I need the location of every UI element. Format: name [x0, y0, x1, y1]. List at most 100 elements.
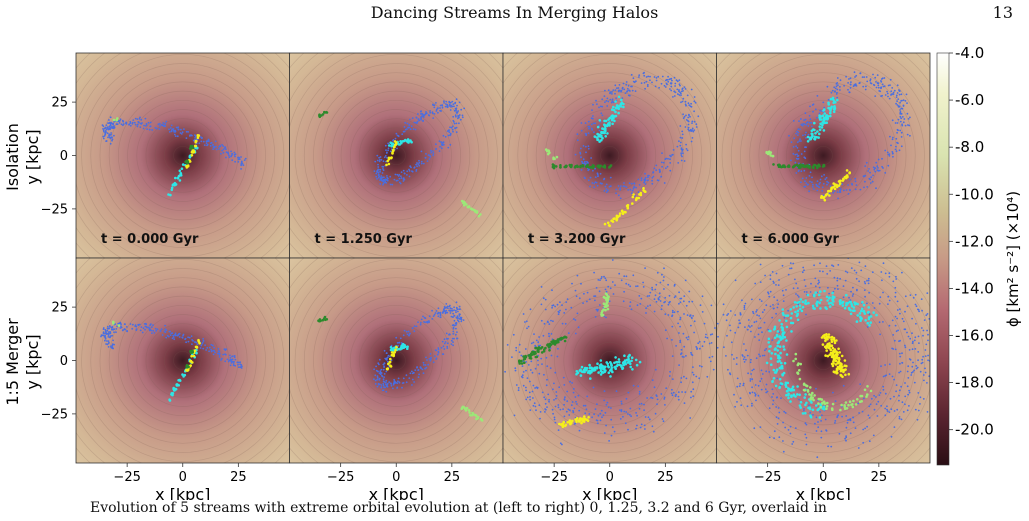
stream-particle [624, 359, 627, 363]
stream-particle [800, 123, 803, 126]
stream-particle [926, 411, 929, 413]
stream-particle [900, 385, 902, 388]
stream-particle [651, 288, 654, 291]
stream-particle [866, 385, 869, 388]
stream-particle [854, 84, 857, 87]
potential-contour [740, 72, 907, 239]
stream-particle [827, 101, 830, 105]
colorbar-tick-label: -14.0 [955, 279, 994, 297]
stream-particle [809, 180, 811, 183]
stream-particle [386, 175, 388, 177]
x-axis-label: x [kpc] [369, 485, 424, 500]
stream-particle [868, 313, 871, 316]
stream-particle [765, 391, 768, 394]
stream-particle [107, 331, 110, 333]
stream-particle [243, 159, 246, 162]
stream-particle [776, 349, 779, 352]
stream-particle [143, 323, 146, 325]
stream-particle [142, 327, 145, 330]
stream-particle [234, 358, 237, 361]
x-tick-label: 25 [657, 470, 674, 485]
stream-particle [548, 349, 551, 352]
stream-particle [373, 170, 376, 173]
stream-particle [784, 383, 787, 387]
stream-particle [149, 328, 152, 331]
stream-particle [183, 128, 185, 131]
stream-particle [817, 402, 820, 405]
stream-particle [899, 355, 902, 358]
stream-particle [441, 142, 444, 145]
stream-particle [680, 352, 683, 355]
stream-particle [825, 404, 829, 408]
stream-particle [679, 318, 681, 321]
stream-particle [614, 356, 617, 359]
stream-particle [831, 96, 835, 100]
stream-particle [901, 123, 903, 126]
stream-particle [215, 145, 217, 148]
stream-particle [439, 316, 442, 318]
stream-particle [227, 152, 230, 155]
stream-particle [325, 318, 329, 321]
stream-particle [393, 378, 395, 381]
stream-particle [765, 304, 768, 307]
stream-particle [876, 169, 879, 172]
stream-particle [522, 371, 525, 373]
stream-particle [655, 394, 658, 397]
stream-particle [610, 364, 613, 368]
stream-particle [882, 291, 884, 294]
stream-particle [875, 403, 878, 405]
stream-particle [185, 341, 188, 344]
stream-particle [151, 129, 154, 131]
stream-particle [843, 306, 847, 310]
stream-particle [773, 307, 775, 310]
stream-particle [830, 338, 833, 341]
stream-particle [529, 396, 531, 398]
stream-particle [623, 210, 627, 214]
stream-particle [652, 430, 655, 433]
stream-particle [895, 102, 897, 105]
stream-2-particles [388, 138, 413, 148]
stream-particle [912, 371, 914, 373]
stream-particle [669, 88, 671, 90]
stream-particle [811, 304, 815, 308]
stream-particle [859, 72, 862, 75]
stream-particle [199, 136, 202, 138]
stream-particle [460, 407, 464, 411]
stream-particle [552, 156, 555, 159]
stream-particle [658, 298, 660, 301]
stream-particle [150, 326, 153, 329]
potential-contour [758, 295, 888, 426]
stream-particle [798, 120, 800, 122]
stream-particle [642, 281, 644, 284]
stream-particle [887, 303, 889, 305]
stream-particle [384, 155, 387, 157]
stream-particle [901, 116, 904, 118]
stream-particle [240, 163, 243, 166]
stream-particle [667, 314, 670, 316]
stream-particle [603, 432, 606, 434]
stream-particle [716, 322, 719, 325]
stream-particle [396, 134, 399, 137]
stream-particle [679, 141, 682, 144]
stream-particle [779, 351, 782, 355]
stream-particle [643, 409, 645, 412]
stream-particle [672, 391, 675, 394]
stream-particle [604, 135, 607, 138]
stream-particle [756, 309, 758, 311]
stream-particle [912, 340, 914, 343]
stream-particle [589, 377, 592, 380]
stream-particle [749, 326, 751, 328]
stream-particle [595, 308, 598, 311]
stream-particle [389, 150, 392, 153]
stream-particle [529, 308, 532, 311]
stream-particle [678, 332, 680, 334]
stream-particle [586, 371, 590, 374]
row-label-merger-line2: y [kpc] [23, 334, 42, 389]
stream-particle [811, 391, 814, 395]
stream-particle [619, 418, 622, 420]
stream-3-particles [385, 140, 398, 167]
stream-particle [552, 164, 556, 167]
stream-particle [863, 175, 866, 178]
stream-particle [670, 82, 673, 84]
stream-particle [905, 93, 908, 96]
